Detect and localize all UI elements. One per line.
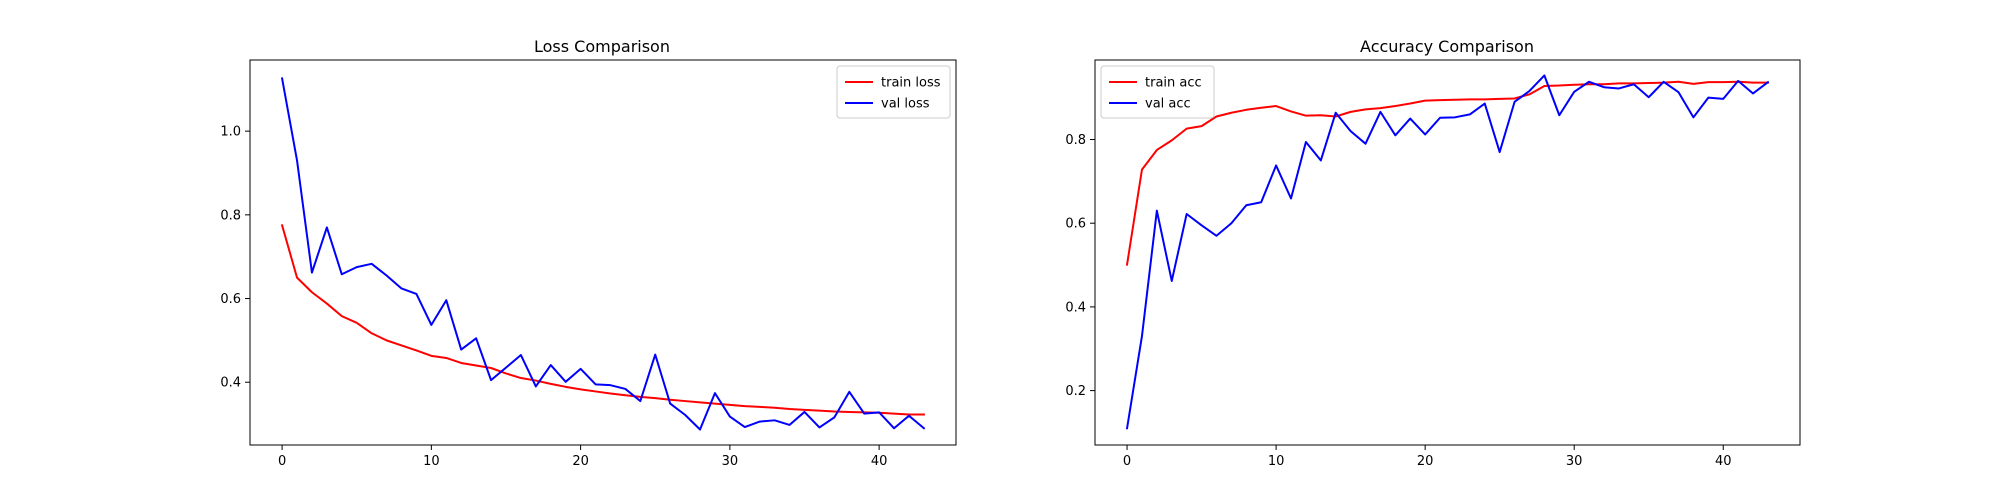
legend-label-val-acc: val acc [1145, 97, 1191, 112]
chart-title: Loss Comparison [534, 37, 670, 56]
plot-area-frame [1094, 59, 1801, 446]
y-axis-ticks: 0.4 0.6 0.8 1.0 [220, 125, 250, 391]
x-tick-label: 40 [1715, 454, 1732, 469]
x-tick-label: 30 [1566, 454, 1583, 469]
y-tick-label: 0.8 [1065, 133, 1086, 148]
y-tick-label: 0.4 [1065, 300, 1086, 315]
x-tick-label: 10 [1268, 454, 1285, 469]
accuracy-comparison-chart: Accuracy Comparison 0 10 20 30 40 0.20.40.60… [1065, 37, 1801, 469]
train-acc-line [1125, 80, 1769, 266]
series-lines [1125, 74, 1770, 430]
x-tick-label: 30 [722, 454, 739, 469]
legend-box [1100, 65, 1215, 119]
x-tick-label: 0 [1123, 454, 1131, 469]
y-tick-label: 0.2 [1065, 384, 1086, 399]
x-tick-label: 20 [572, 454, 589, 469]
chart-title: Accuracy Comparison [1360, 37, 1534, 56]
legend: train acc val acc [1100, 65, 1215, 119]
x-tick-label: 40 [871, 454, 888, 469]
legend-label-train-loss: train loss [881, 76, 941, 91]
x-tick-label: 0 [278, 454, 286, 469]
y-axis-ticks: 0.2 0.4 0.6 0.8 [1065, 133, 1095, 399]
x-axis-ticks: 0 10 20 30 40 [278, 445, 887, 469]
legend-label-train-acc: train acc [1145, 76, 1202, 91]
val-loss-line [280, 77, 926, 431]
legend: train loss val loss [836, 65, 951, 119]
y-tick-label: 1.0 [220, 125, 241, 140]
val-acc-line [1125, 74, 1770, 430]
train-loss-line [280, 224, 925, 416]
series-lines [280, 77, 926, 431]
plot-area-frame [249, 59, 957, 446]
y-tick-label: 0.8 [220, 208, 241, 223]
y-tick-label: 0.6 [220, 292, 241, 307]
y-tick-label: 0.4 [220, 376, 241, 391]
legend-label-val-loss: val loss [881, 97, 930, 112]
x-axis-ticks: 0 10 20 30 40 [1123, 445, 1732, 469]
x-tick-label: 20 [1417, 454, 1434, 469]
x-tick-label: 10 [423, 454, 440, 469]
y-tick-label: 0.6 [1065, 217, 1086, 232]
loss-comparison-chart: Loss Comparison 0 10 20 30 40 0.4 0.6 0.8 1.0 t… [220, 37, 957, 469]
legend-box [836, 65, 951, 119]
